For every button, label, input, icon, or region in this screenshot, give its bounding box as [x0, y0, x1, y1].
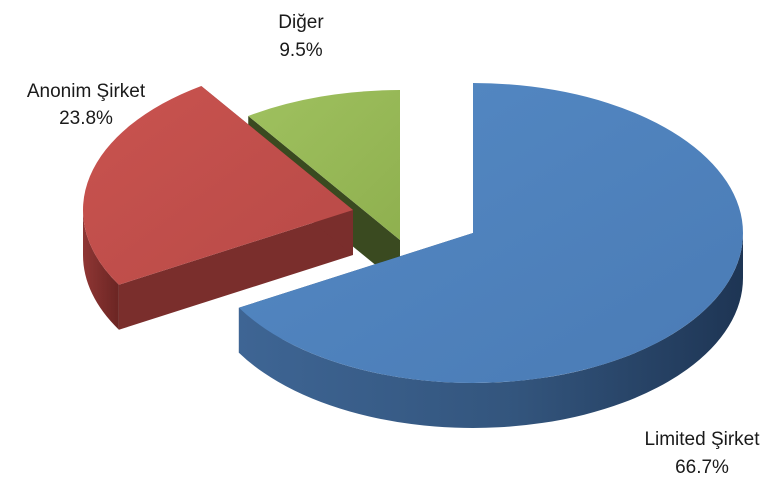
- slice-label-name-anonim-sirket: Anonim Şirket: [27, 81, 146, 102]
- slice-label-percent-diger: 9.5%: [279, 40, 322, 61]
- pie-slice-top-anonim-sirket: [82, 85, 353, 285]
- slice-label-name-diger: Diğer: [278, 12, 324, 33]
- pie-slice-anonim-sirket: [82, 85, 353, 330]
- pie-slice-side-limited-sirket: [238, 233, 743, 429]
- slices-layer: [82, 83, 743, 429]
- pie-slice-top-limited-sirket: [238, 83, 743, 383]
- slice-label-percent-anonim-sirket: 23.8%: [59, 108, 113, 129]
- pie-slice-side-anonim-sirket: [83, 210, 119, 330]
- pie-slice-limited-sirket: [238, 83, 743, 429]
- slice-label-name-limited-sirket: Limited Şirket: [644, 429, 760, 450]
- slice-label-percent-limited-sirket: 66.7%: [675, 457, 729, 478]
- pie-slice-wall-anonim-sirket-0: [118, 210, 353, 330]
- pie-slice-top-diger: [248, 90, 400, 240]
